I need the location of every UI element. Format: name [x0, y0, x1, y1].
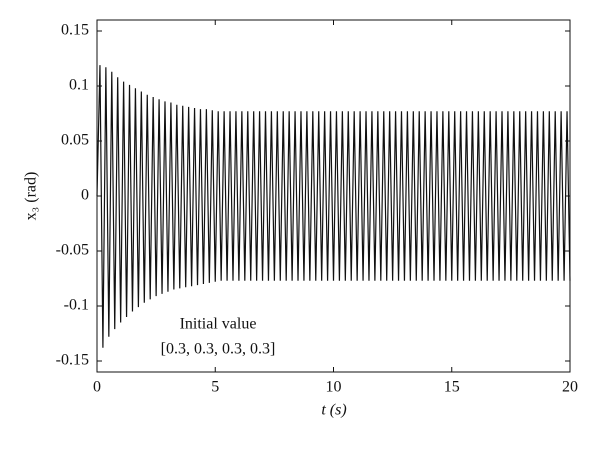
x-tick-label: 15: [444, 379, 460, 396]
y-axis-label: x₃ (rad): [23, 172, 40, 221]
y-tick-label: 0.15: [61, 22, 89, 39]
data-line: [96, 65, 571, 348]
y-tick-label: 0.1: [69, 77, 89, 94]
x-tick-label: 0: [93, 379, 101, 396]
y-tick-label: -0.1: [64, 297, 89, 314]
x-tick-label: 5: [211, 379, 219, 396]
y-tick-label: 0: [81, 187, 89, 204]
x-tick-label: 20: [562, 379, 578, 396]
y-tick-label: 0.05: [61, 132, 89, 149]
annotation: Initial value: [180, 316, 257, 333]
plot-frame: [96, 19, 571, 373]
y-tick-label: -0.05: [56, 242, 89, 259]
x-axis-label: t (s): [321, 402, 346, 419]
x-tick-label: 10: [326, 379, 342, 396]
y-tick-label: -0.15: [56, 352, 89, 369]
annotation: [0.3, 0.3, 0.3, 0.3]: [161, 341, 276, 358]
